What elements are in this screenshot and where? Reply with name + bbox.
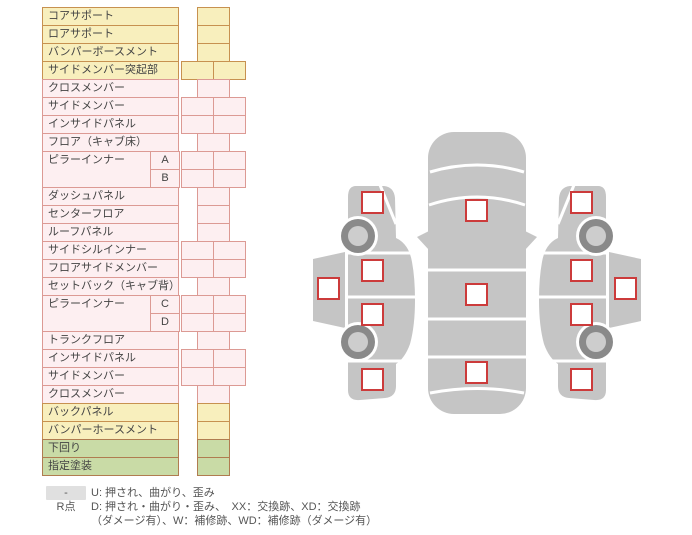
damage-cell[interactable] [197,7,230,26]
row-sublabel-A: A [150,151,180,170]
damage-cell[interactable] [181,115,214,134]
damage-cell[interactable] [181,313,214,332]
damage-cell[interactable] [213,313,246,332]
right-front-fender-marker[interactable] [570,191,593,214]
legend-key-dash: - [46,486,86,500]
row-label: センターフロア [42,205,179,224]
row-label: インサイドパネル [42,115,179,134]
row-sublabel-C: C [150,295,180,314]
damage-cell[interactable] [197,421,230,440]
left-rear-fender-marker[interactable] [361,368,384,391]
damage-cell[interactable] [197,385,230,404]
right-rear-door-marker[interactable] [570,303,593,326]
damage-cell[interactable] [213,97,246,116]
damage-cell[interactable] [181,169,214,188]
left-front-door-marker[interactable] [361,259,384,282]
right-mirror-icon [525,231,537,250]
damage-cell[interactable] [213,259,246,278]
damage-cell[interactable] [213,241,246,260]
row-label: バンパーホースメント [42,421,179,440]
left-side-body [313,184,417,401]
damage-cell[interactable] [197,25,230,44]
damage-cell[interactable] [197,187,230,206]
row-label: ロアサポート [42,25,179,44]
left-rear-door-marker[interactable] [361,303,384,326]
row-label: フロア（キャブ床） [42,133,179,152]
row-label: ピラーインナー [42,295,151,332]
damage-cell[interactable] [197,205,230,224]
damage-cell[interactable] [181,259,214,278]
damage-cell[interactable] [197,223,230,242]
damage-cell[interactable] [197,43,230,62]
damage-cell[interactable] [197,79,230,98]
damage-cell[interactable] [181,151,214,170]
damage-cell[interactable] [181,241,214,260]
damage-cell[interactable] [213,349,246,368]
row-label: インサイドパネル [42,349,179,368]
car-diagram [313,132,641,414]
damage-cell[interactable] [197,133,230,152]
left-front-fender-marker[interactable] [361,191,384,214]
row-label: 下回り [42,439,179,458]
damage-cell[interactable] [181,367,214,386]
wheel-front-left-icon [338,216,378,256]
top-view-rear-marker[interactable] [465,361,488,384]
row-label: クロスメンバー [42,385,179,404]
damage-cell[interactable] [213,295,246,314]
row-label: セットバック（キャブ背） [42,277,179,296]
row-label: クロスメンバー [42,79,179,98]
damage-cell[interactable] [181,97,214,116]
legend: - U: 押され、曲がり、歪み R点 D: 押され・曲がり・歪み、 XX：交換跡… [46,486,377,528]
damage-cell[interactable] [181,295,214,314]
wheel-rear-left-icon [338,322,378,362]
row-label: バンパーボースメント [42,43,179,62]
right-front-door-marker[interactable] [570,259,593,282]
row-label: トランクフロア [42,331,179,350]
top-view-front-marker[interactable] [465,199,488,222]
row-label: バックパネル [42,403,179,422]
wheel-front-right-icon [576,216,616,256]
row-label: ピラーインナー [42,151,151,188]
row-label: ダッシュパネル [42,187,179,206]
parts-table: コアサポート ロアサポート バンパーボースメント サイドメンバー突起部 クロスメンバーサ… [42,7,257,479]
damage-cell[interactable] [197,277,230,296]
damage-cell[interactable] [181,349,214,368]
row-sublabel-D: D [150,313,180,332]
damage-cell[interactable] [181,61,214,80]
damage-cell[interactable] [213,115,246,134]
left-rocker-marker[interactable] [317,277,340,300]
damage-cell[interactable] [213,151,246,170]
damage-cell[interactable] [197,331,230,350]
legend-text-u: U: 押され、曲がり、歪み [91,487,215,499]
row-label: ルーフパネル [42,223,179,242]
damage-cell[interactable] [213,367,246,386]
row-label: コアサポート [42,7,179,26]
wheel-rear-right-icon [576,322,616,362]
legend-text-d: D: 押され・曲がり・歪み、 XX：交換跡、XD：交換跡 [91,501,361,513]
damage-cell[interactable] [213,61,246,80]
damage-cell[interactable] [213,169,246,188]
damage-cell[interactable] [197,457,230,476]
right-rear-fender-marker[interactable] [570,368,593,391]
row-label: サイドシルインナー [42,241,179,260]
right-rocker-marker[interactable] [614,277,637,300]
top-view-body [417,132,537,414]
legend-text-d2: （ダメージ有）、W：補修跡、WD：補修跡（ダメージ有） [91,515,378,527]
legend-key-rpoint: R点 [56,501,76,513]
top-view-roof-marker[interactable] [465,283,488,306]
row-label: フロアサイドメンバー [42,259,179,278]
damage-cell[interactable] [197,439,230,458]
left-mirror-icon [417,231,429,250]
row-label: 指定塗装 [42,457,179,476]
row-sublabel-B: B [150,169,180,188]
row-label: サイドメンバー [42,97,179,116]
damage-cell[interactable] [197,403,230,422]
row-label: サイドメンバー突起部 [42,61,179,80]
right-side-body [537,184,641,401]
row-label: サイドメンバー [42,367,179,386]
